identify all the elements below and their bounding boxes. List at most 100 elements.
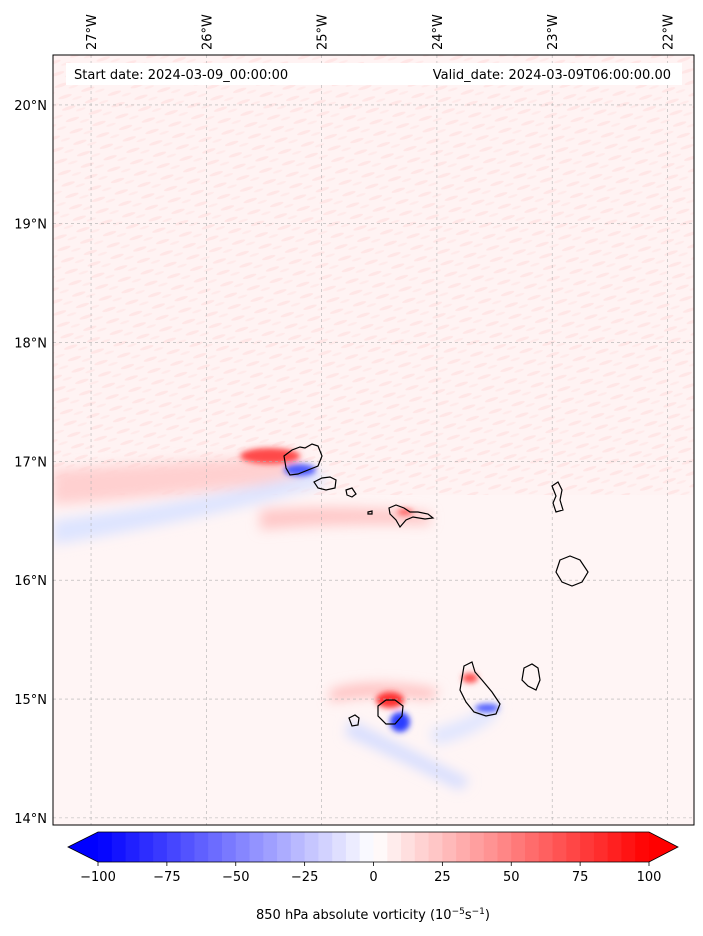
colorbar-segment <box>483 832 499 862</box>
map-frame <box>52 54 695 826</box>
island-santiago <box>459 661 501 717</box>
colorbar-segment <box>139 832 154 862</box>
vorticity-negative-band <box>53 470 325 545</box>
latitude-label: 17°N <box>14 455 47 470</box>
vorticity-south-negative <box>345 720 470 790</box>
colorbar-tick-label: −50 <box>222 870 249 885</box>
colorbar-segment <box>607 832 623 862</box>
colorbar-tick-label: −100 <box>80 870 116 885</box>
longitude-label: 22°W <box>661 14 676 50</box>
longitude-label: 26°W <box>200 14 215 50</box>
colorbar-segment <box>235 832 251 862</box>
latitude-label: 15°N <box>14 693 47 708</box>
longitude-label: 25°W <box>316 14 331 50</box>
island-branco <box>367 510 373 515</box>
colorbar-segment <box>428 832 443 862</box>
colorbar-extend-min <box>68 832 98 862</box>
colorbar-segment <box>166 832 182 862</box>
colorbar-segment <box>180 832 196 862</box>
vorticity-min-south <box>390 712 410 732</box>
colorbar-segment <box>111 832 127 862</box>
colorbar-segment <box>318 832 333 862</box>
colorbar-segment <box>263 832 278 862</box>
colorbar-segment <box>290 832 306 862</box>
colorbar-segment <box>277 832 292 862</box>
colorbar-segment <box>194 832 209 862</box>
coastlines <box>283 443 589 727</box>
vorticity-max-east <box>462 673 478 683</box>
vorticity-positive-band <box>53 455 300 505</box>
colorbar-segment <box>249 832 264 862</box>
colorbar: −100 −75 −50 −25 0 25 50 75 100 850 hPa absolute… <box>67 831 679 923</box>
colorbar-segment <box>442 832 457 862</box>
colorbar-segment <box>635 832 650 862</box>
vorticity-band-island-wake <box>260 507 430 530</box>
island-sao-vicente <box>313 476 337 491</box>
gridlines <box>53 55 694 825</box>
vorticity-min-north <box>284 464 316 476</box>
colorbar-tick-label: 0 <box>369 870 377 885</box>
vorticity-cores <box>240 448 499 732</box>
latitude-label: 14°N <box>14 812 47 827</box>
colorbar-segment <box>304 832 319 862</box>
colorbar-segment <box>387 832 402 862</box>
longitude-labels: 27°W 26°W 25°W 24°W 23°W 22°W <box>85 14 676 50</box>
colorbar-tick-label: −25 <box>291 870 318 885</box>
colorbar-tick-label: 25 <box>434 870 451 885</box>
colorbar-extend-max <box>649 832 678 862</box>
wave-streaks-field <box>53 55 694 495</box>
island-boa-vista <box>555 555 589 587</box>
longitude-label: 27°W <box>85 14 100 50</box>
colorbar-segment <box>593 832 609 862</box>
colorbar-tick-label: −75 <box>153 870 180 885</box>
island-santo-antao <box>283 443 323 476</box>
island-sao-nicolau <box>388 504 435 529</box>
colorbar-segment <box>208 832 223 862</box>
colorbar-segment <box>469 832 485 862</box>
valid-date-text: Valid_date: 2024-03-09T06:00:00.00 <box>433 68 671 83</box>
island-fogo <box>377 699 404 725</box>
colorbar-segment <box>98 832 113 862</box>
colorbar-tick-label: 75 <box>572 870 589 885</box>
latitude-label: 18°N <box>14 337 47 352</box>
colorbar-segment <box>525 832 540 862</box>
colorbar-segment <box>456 832 471 862</box>
colorbar-segment <box>332 832 347 862</box>
colorbar-tick-label: 50 <box>503 870 520 885</box>
colorbar-segment <box>580 832 595 862</box>
colorbar-segment <box>373 832 388 862</box>
island-brava <box>348 714 360 727</box>
start-date-text: Start date: 2024-03-09_00:00:00 <box>74 68 288 83</box>
latitude-labels: 20°N 19°N 18°N 17°N 16°N 15°N 14°N <box>14 99 47 827</box>
colorbar-segment <box>414 832 430 862</box>
latitude-label: 16°N <box>14 574 47 589</box>
colorbar-segment <box>221 832 237 862</box>
colorbar-segment <box>538 832 554 862</box>
island-santa-luzia <box>345 487 357 498</box>
vorticity-max-mid <box>397 509 413 515</box>
colorbar-segment <box>359 832 375 862</box>
colorbar-tick-label: 100 <box>637 870 662 885</box>
island-maio <box>521 663 541 691</box>
colorbar-segment <box>345 832 361 862</box>
colorbar-ticks: −100 −75 −50 −25 0 25 50 75 100 <box>80 862 661 885</box>
colorbar-segment <box>497 832 512 862</box>
colorbar-segment <box>566 832 581 862</box>
vorticity-min-east <box>475 704 499 712</box>
longitude-label: 23°W <box>546 14 561 50</box>
colorbar-segment <box>511 832 526 862</box>
info-box <box>66 63 682 85</box>
longitude-label: 24°W <box>431 14 446 50</box>
colorbar-segment <box>401 832 416 862</box>
colorbar-segment <box>552 832 567 862</box>
colorbar-segment <box>153 832 168 862</box>
colorbar-segment <box>125 832 140 862</box>
island-sal <box>551 481 564 513</box>
vorticity-map <box>53 55 694 825</box>
colorbar-label: 850 hPa absolute vorticity (10−5s−1) <box>256 907 490 923</box>
colorbar-segments <box>67 831 679 863</box>
latitude-label: 20°N <box>14 99 47 114</box>
colorbar-segment <box>621 832 636 862</box>
latitude-label: 19°N <box>14 218 47 233</box>
